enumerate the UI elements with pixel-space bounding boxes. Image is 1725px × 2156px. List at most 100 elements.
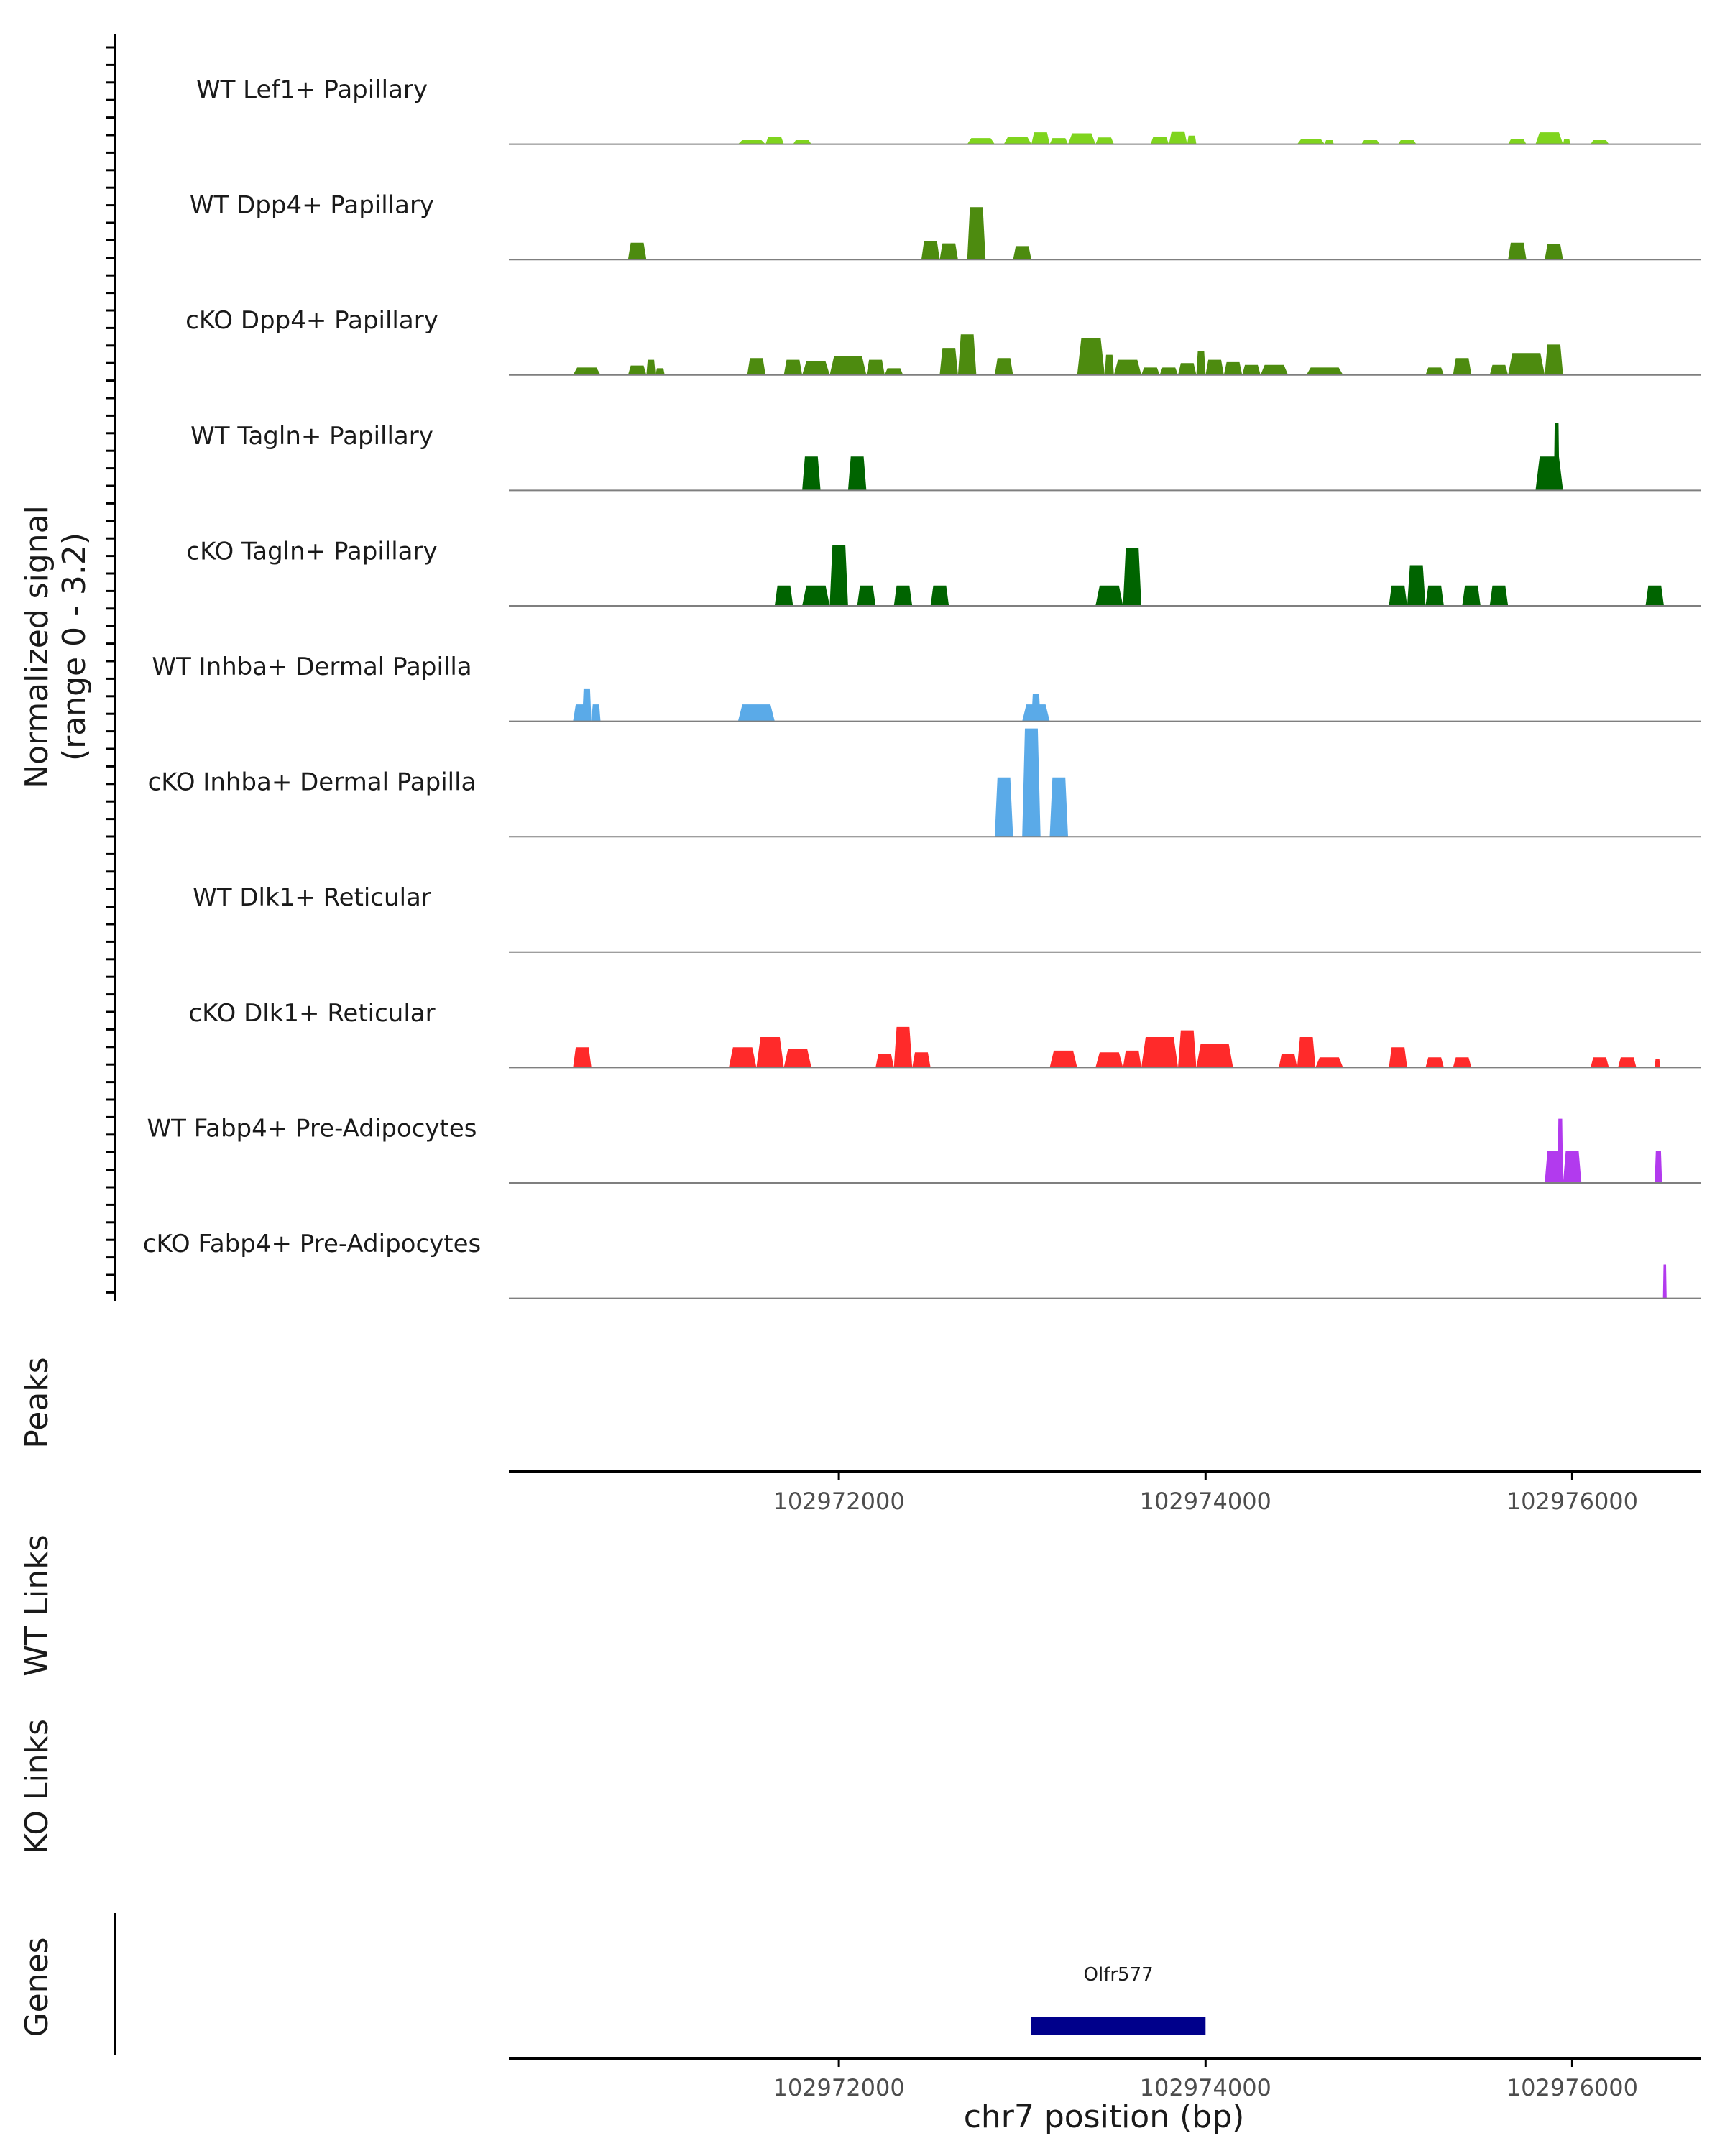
- x-tick-label: 102974000: [1140, 2074, 1271, 2101]
- coverage-area: [1325, 140, 1334, 144]
- coverage-area: [1361, 140, 1380, 144]
- coverage-area: [1425, 1057, 1444, 1068]
- genes-panel-title: Genes: [19, 1937, 55, 2037]
- x-tick-label: 102974000: [1140, 1488, 1271, 1515]
- coverage-area: [1077, 338, 1105, 375]
- coverage-area: [1150, 137, 1169, 144]
- track-label: cKO Fabp4+ Pre-Adipocytes: [143, 1230, 482, 1258]
- coverage-area: [646, 359, 656, 375]
- coverage-area: [1545, 344, 1563, 375]
- coverage-area: [1297, 139, 1325, 144]
- coverage-area: [1591, 1057, 1609, 1068]
- coverage-area: [1425, 585, 1444, 606]
- coverage-area: [930, 585, 949, 606]
- track-label: WT Inhba+ Dermal Papilla: [152, 653, 472, 681]
- coverage-area: [1462, 585, 1481, 606]
- coverage-area: [591, 704, 601, 722]
- gene-label: Olfr577: [1084, 1964, 1154, 1986]
- coverage-area: [1545, 244, 1563, 260]
- coverage-area: [1563, 139, 1570, 144]
- coverage-area: [747, 358, 766, 375]
- x-tick-label: 102976000: [1506, 1488, 1638, 1515]
- coverage-area: [765, 137, 784, 144]
- gene-body: [1031, 2017, 1206, 2035]
- coverage-area: [1260, 364, 1289, 375]
- coverage-area: [1655, 1059, 1660, 1068]
- coverage-area: [1141, 367, 1160, 375]
- coverage-area: [774, 585, 794, 606]
- x-axis-peaks: 102972000 102974000 102976000: [509, 1470, 1701, 1515]
- coverage-area: [1003, 137, 1031, 144]
- track-label: cKO Tagln+ Papillary: [186, 537, 437, 566]
- x-tick-label: 102976000: [1506, 2074, 1638, 2101]
- coverage-area: [866, 359, 885, 375]
- coverage-area: [1535, 132, 1563, 144]
- coverage-area: [1618, 1057, 1637, 1068]
- coverage-area: [1205, 359, 1224, 375]
- track: WT Dlk1+ Reticular: [193, 883, 1701, 953]
- track-label: WT Fabp4+ Pre-Adipocytes: [147, 1114, 477, 1143]
- track-label: WT Lef1+ Papillary: [196, 75, 428, 104]
- coverage-area: [1389, 1047, 1407, 1068]
- coverage-area: [921, 241, 940, 260]
- track-label: WT Dlk1+ Reticular: [193, 883, 431, 912]
- wt-links-title: WT Links: [19, 1534, 55, 1676]
- coverage-area: [1113, 359, 1141, 375]
- coverage-area: [1508, 139, 1527, 144]
- coverage-area: [1558, 1118, 1563, 1183]
- coverage-area: [1123, 1050, 1141, 1068]
- coverage-area: [1453, 358, 1472, 375]
- coverage-area: [1591, 140, 1609, 144]
- coverage-area: [1563, 1151, 1582, 1183]
- coverage-area: [1279, 1054, 1297, 1068]
- track-label: cKO Inhba+ Dermal Papilla: [148, 768, 477, 797]
- coverage-area: [729, 1047, 757, 1068]
- coverage-area: [793, 140, 811, 144]
- coverage-area: [756, 1037, 784, 1068]
- coverage-area: [1187, 135, 1197, 144]
- coverage-area: [1553, 423, 1560, 491]
- signal-axis-title: Normalized signal: [19, 505, 55, 788]
- coverage-area: [1398, 140, 1417, 144]
- coverage-area: [627, 242, 647, 260]
- coverage-area: [1662, 1264, 1667, 1299]
- x-tick-label: 102972000: [773, 1488, 904, 1515]
- coverage-area: [802, 456, 821, 491]
- coverage-area: [884, 368, 903, 375]
- coverage-area: [737, 704, 775, 722]
- coverage-area: [1508, 353, 1545, 375]
- coverage-area: [1489, 585, 1509, 606]
- coverage-area: [1178, 363, 1197, 375]
- track: cKO Dpp4+ Papillary: [185, 306, 1701, 376]
- track: WT Fabp4+ Pre-Adipocytes: [147, 1114, 1701, 1184]
- coverage-tracks: WT Lef1+ Papillary WT Dpp4+ Papillary cKO …: [143, 75, 1701, 1299]
- coverage-area: [573, 1047, 592, 1068]
- coverage-area: [1508, 242, 1527, 260]
- coverage-area: [783, 1049, 811, 1068]
- track: cKO Tagln+ Papillary: [186, 537, 1701, 607]
- coverage-area: [1196, 1044, 1233, 1068]
- x-axis-title: chr7 position (bp): [964, 2099, 1245, 2135]
- coverage-area: [1306, 367, 1343, 375]
- x-tick-label: 102972000: [773, 2074, 904, 2101]
- coverage-area: [1031, 694, 1041, 722]
- coverage-area: [582, 688, 592, 722]
- coverage-area: [656, 368, 665, 375]
- coverage-area: [1315, 1057, 1343, 1068]
- coverage-area: [939, 348, 958, 375]
- coverage-area: [967, 138, 995, 144]
- coverage-area: [802, 361, 830, 375]
- coverage-area: [829, 356, 867, 375]
- coverage-area: [1645, 585, 1664, 606]
- coverage-area: [939, 243, 958, 260]
- coverage-area: [1223, 361, 1243, 375]
- coverage-area: [1169, 131, 1187, 144]
- coverage-area: [802, 585, 830, 606]
- gene-annotations: Olfr577: [1031, 1964, 1206, 2035]
- coverage-area: [829, 545, 848, 606]
- coverage-area: [1105, 354, 1114, 375]
- coverage-area: [847, 456, 867, 491]
- signal-axis-range: (range 0 - 3.2): [56, 533, 93, 761]
- x-axis-genes: 102972000 102974000 102976000: [509, 2057, 1701, 2101]
- coverage-area: [875, 1054, 894, 1068]
